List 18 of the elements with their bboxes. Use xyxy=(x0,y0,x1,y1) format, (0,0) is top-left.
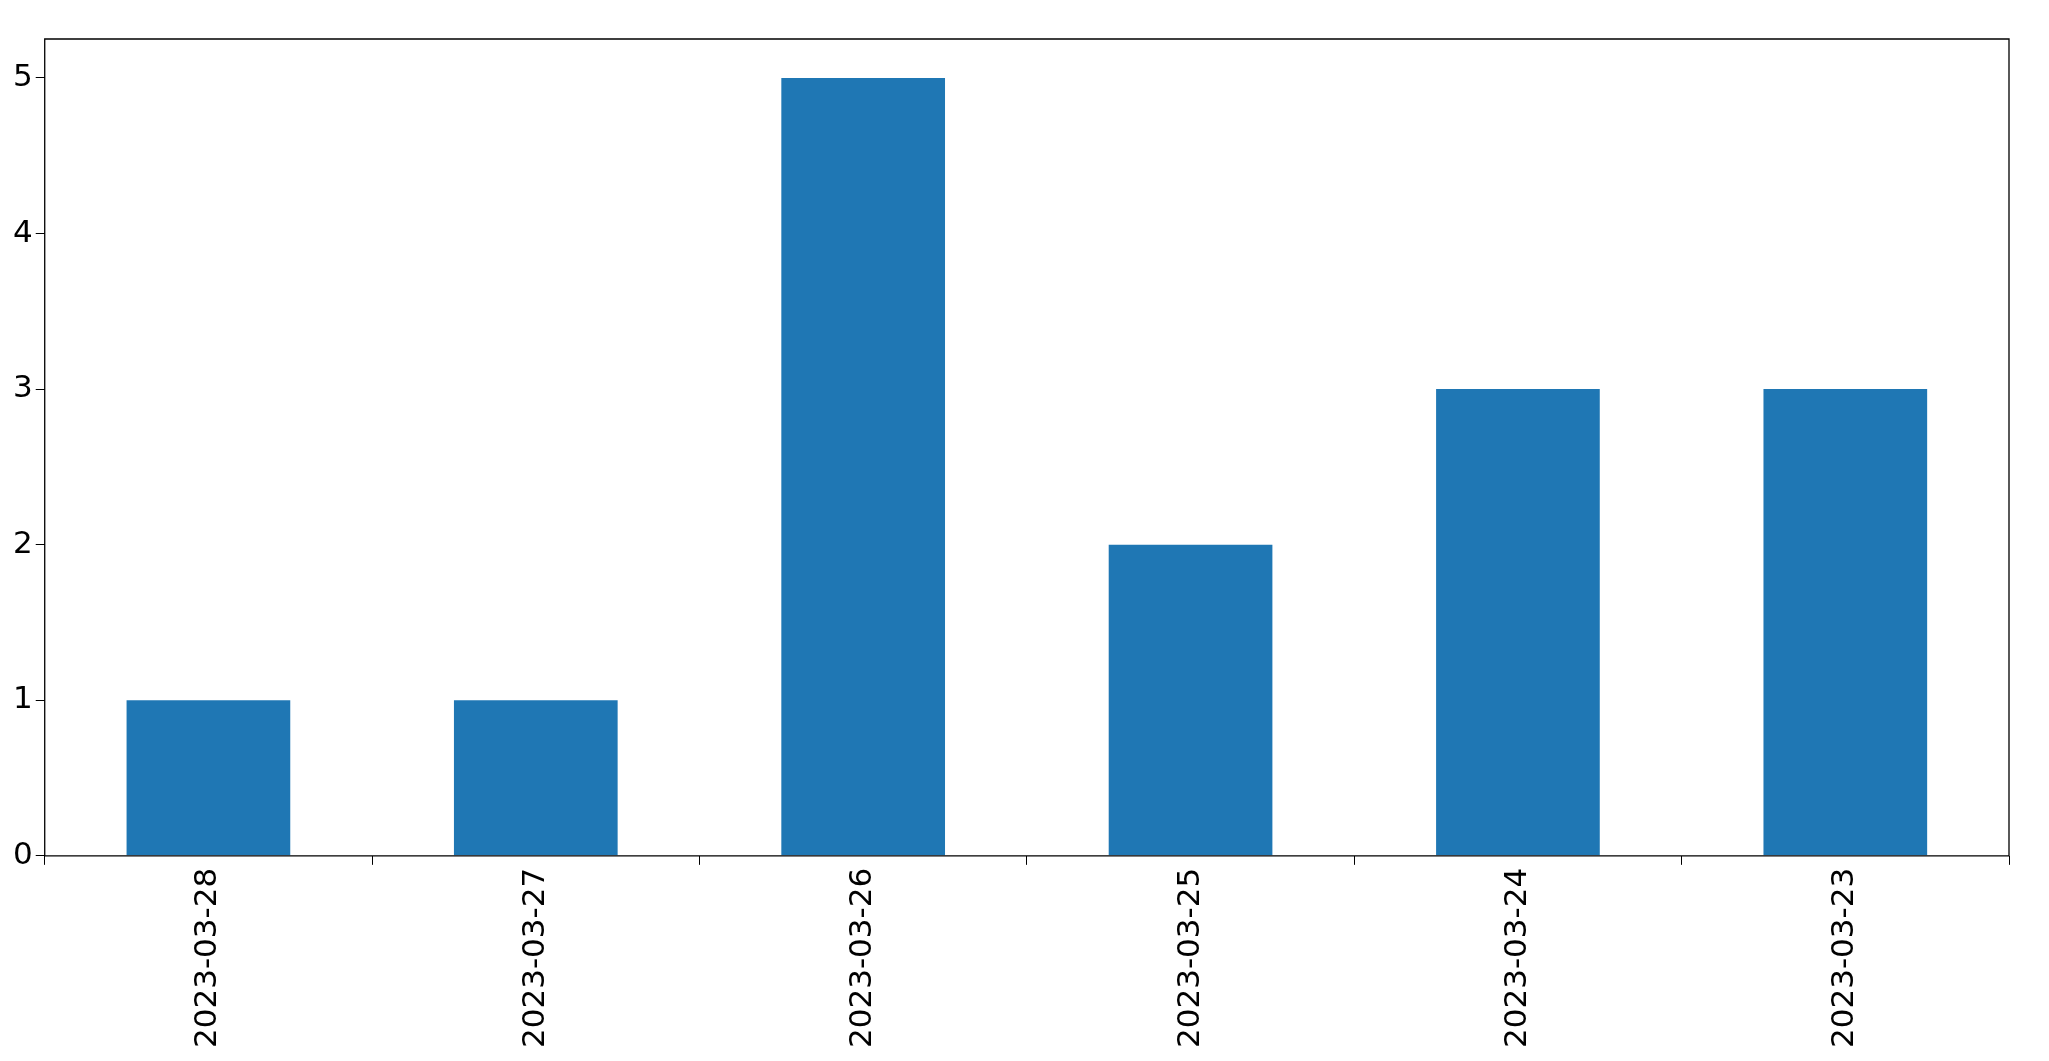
x-tick-label: 2023-03-28 xyxy=(187,867,224,1049)
bar xyxy=(1436,389,1600,856)
y-tick-label: 5 xyxy=(12,56,33,93)
bar xyxy=(1763,389,1928,856)
y-tick-label: 3 xyxy=(12,368,33,405)
x-tick-label: 2023-03-24 xyxy=(1496,867,1533,1049)
y-tick-label: 4 xyxy=(12,212,33,249)
x-tick-label: 2023-03-26 xyxy=(842,867,879,1049)
bar xyxy=(1108,544,1273,856)
y-tick-label: 1 xyxy=(12,679,33,716)
x-tick-label: 2023-03-27 xyxy=(514,867,551,1049)
y-tick-label: 2 xyxy=(12,523,33,560)
bar xyxy=(781,77,946,856)
bar xyxy=(126,700,291,856)
x-tick-label: 2023-03-25 xyxy=(1169,867,1206,1049)
y-tick-label: 0 xyxy=(12,834,33,871)
bar xyxy=(453,700,618,856)
x-tick-label: 2023-03-23 xyxy=(1824,867,1861,1049)
